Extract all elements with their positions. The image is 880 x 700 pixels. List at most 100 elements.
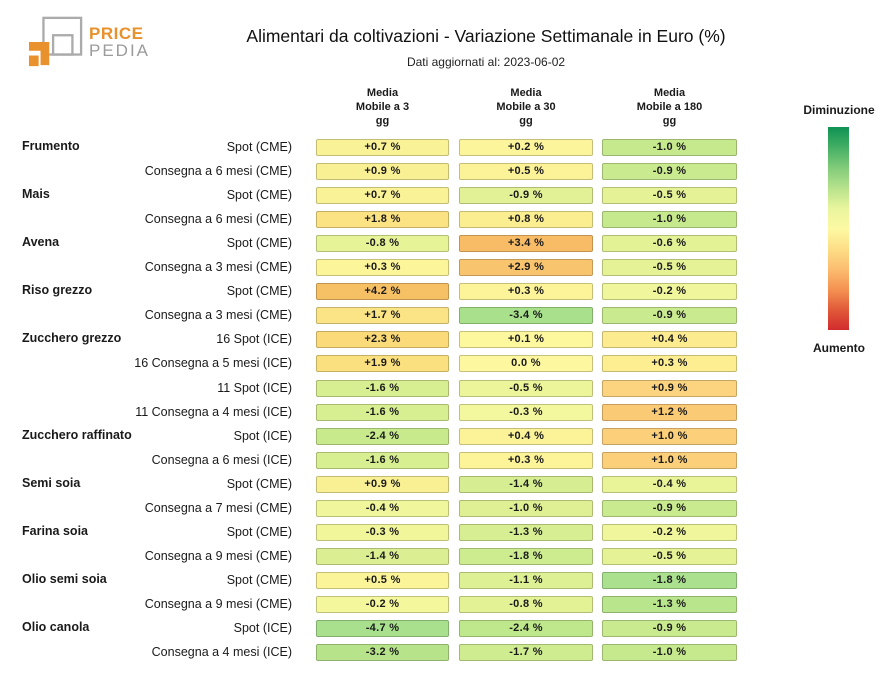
heatmap-cell: +0.9 % — [316, 163, 449, 180]
heatmap-cell: -0.4 % — [316, 500, 449, 517]
heatmap-cell: -0.8 % — [316, 235, 449, 252]
row-category-label: Frumento — [22, 139, 80, 153]
heatmap-cell: -0.2 % — [316, 596, 449, 613]
heatmap-cell: +0.4 % — [459, 428, 593, 445]
row-instrument-label: Consegna a 7 mesi (CME) — [144, 501, 292, 515]
table-row: Semi soia Spot (CME) +0.9 % -1.4 % -0.4 % — [0, 476, 880, 493]
row-instrument-label: 16 Consegna a 5 mesi (ICE) — [134, 356, 292, 370]
heatmap-cell: +1.8 % — [316, 211, 449, 228]
row-category-label: Zucchero grezzo — [22, 331, 122, 345]
table-row: Mais Spot (CME) +0.7 % -0.9 % -0.5 % — [0, 187, 880, 204]
heatmap-cell: -3.2 % — [316, 644, 449, 661]
legend-decrease-label: Diminuzione — [803, 103, 875, 117]
heatmap-cell: +0.1 % — [459, 331, 593, 348]
legend-gradient-bar — [828, 127, 849, 330]
column-header: Media Mobile a 180 gg — [636, 87, 703, 127]
heatmap-cell: +1.0 % — [602, 428, 737, 445]
heatmap-cell: +0.8 % — [459, 211, 593, 228]
row-instrument-label: Consegna a 9 mesi (CME) — [144, 597, 292, 611]
table-row: Riso grezzo Spot (CME) +4.2 % +0.3 % -0.2 % — [0, 283, 880, 300]
heatmap-cell: -2.4 % — [459, 620, 593, 637]
legend-increase-label: Aumento — [813, 341, 865, 355]
heatmap-cell: -0.3 % — [459, 404, 593, 421]
row-instrument-label: Consegna a 4 mesi (ICE) — [151, 645, 292, 659]
table-row: Frumento Spot (CME) +0.7 % +0.2 % -1.0 % — [0, 139, 880, 156]
heatmap-cell: -0.5 % — [602, 259, 737, 276]
logo-price-text: PRICE — [89, 24, 144, 43]
heatmap-cell: -1.8 % — [602, 572, 737, 589]
table-row: Consegna a 6 mesi (ICE) -1.6 % +0.3 % +1.0 … — [0, 452, 880, 469]
heatmap-cell: -1.0 % — [602, 644, 737, 661]
row-instrument-label: Spot (CME) — [226, 284, 292, 298]
row-instrument-label: 16 Spot (ICE) — [216, 332, 292, 346]
heatmap-cell: -1.6 % — [316, 404, 449, 421]
heatmap-cell: -0.9 % — [602, 163, 737, 180]
heatmap-cell: +0.2 % — [459, 139, 593, 156]
table-row: 16 Consegna a 5 mesi (ICE) +1.9 % 0.0 % +0.… — [0, 355, 880, 372]
heatmap-cell: -1.8 % — [459, 548, 593, 565]
heatmap-cell: -0.9 % — [459, 187, 593, 204]
table-row: Consegna a 7 mesi (CME) -0.4 % -1.0 % -0.9 … — [0, 500, 880, 517]
table-row: Zucchero raffinato Spot (ICE) -2.4 % +0.4 %… — [0, 428, 880, 445]
table-row: Consegna a 3 mesi (CME) +0.3 % +2.9 % -0.5 … — [0, 259, 880, 276]
heatmap-cell: +0.9 % — [602, 380, 737, 397]
table-row: Consegna a 4 mesi (ICE) -3.2 % -1.7 % -1.0 … — [0, 644, 880, 661]
row-category-label: Semi soia — [22, 476, 81, 490]
title-block: Alimentari da coltivazioni - Variazione … — [230, 26, 742, 69]
heatmap-cell: +2.9 % — [459, 259, 593, 276]
row-instrument-label: 11 Consegna a 4 mesi (ICE) — [135, 405, 292, 419]
row-category-label: Olio semi soia — [22, 572, 107, 586]
heatmap-cell: +3.4 % — [459, 235, 593, 252]
pricepedia-logo-text: PRICE PEDIA — [89, 25, 150, 59]
row-instrument-label: Consegna a 6 mesi (ICE) — [151, 453, 292, 467]
heatmap-cell: +2.3 % — [316, 331, 449, 348]
heatmap-cell: -0.5 % — [602, 187, 737, 204]
heatmap-cell: +0.7 % — [316, 187, 449, 204]
pricepedia-logo-icon — [28, 16, 83, 67]
page-subtitle: Dati aggiornati al: 2023-06-02 — [406, 55, 566, 69]
heatmap-cell: +0.3 % — [459, 283, 593, 300]
pricepedia-logo: PRICE PEDIA — [28, 14, 150, 70]
row-instrument-label: Spot (ICE) — [233, 429, 292, 443]
row-category-label: Zucchero raffinato — [22, 428, 132, 442]
logo-pedia-text: PEDIA — [89, 41, 151, 60]
row-instrument-label: Spot (CME) — [226, 188, 292, 202]
row-category-label: Mais — [22, 187, 50, 201]
table-row: 11 Consegna a 4 mesi (ICE) -1.6 % -0.3 % +1… — [0, 404, 880, 421]
heatmap-cell: -0.9 % — [602, 620, 737, 637]
heatmap-cell: -0.2 % — [602, 524, 737, 541]
heatmap-cell: -0.5 % — [459, 380, 593, 397]
table-row: Consegna a 6 mesi (CME) +0.9 % +0.5 % -0.9 … — [0, 163, 880, 180]
page-title: Alimentari da coltivazioni - Variazione … — [246, 26, 726, 46]
column-header: Media Mobile a 3 gg — [355, 87, 410, 127]
row-instrument-label: Spot (CME) — [226, 236, 292, 250]
heatmap-cell: -1.6 % — [316, 452, 449, 469]
row-category-label: Avena — [22, 235, 60, 249]
heatmap-cell: -3.4 % — [459, 307, 593, 324]
column-header: Media Mobile a 30 gg — [496, 87, 556, 127]
heatmap-cell: +1.9 % — [316, 355, 449, 372]
row-instrument-label: 11 Spot (ICE) — [217, 381, 292, 395]
heatmap-cell: -1.3 % — [459, 524, 593, 541]
row-instrument-label: Spot (ICE) — [233, 621, 292, 635]
heatmap-cell: +0.5 % — [316, 572, 449, 589]
heatmap-cell: +0.4 % — [602, 331, 737, 348]
heatmap-cell: -1.1 % — [459, 572, 593, 589]
table-row: Consegna a 3 mesi (CME) +1.7 % -3.4 % -0.9 … — [0, 307, 880, 324]
heatmap-cell: -0.2 % — [602, 283, 737, 300]
heatmap-cell: -1.0 % — [602, 139, 737, 156]
heatmap-cell: -1.6 % — [316, 380, 449, 397]
heatmap-cell: -1.3 % — [602, 596, 737, 613]
heatmap-cell: -1.7 % — [459, 644, 593, 661]
heatmap-cell: -1.0 % — [602, 211, 737, 228]
table-row: Zucchero grezzo 16 Spot (ICE) +2.3 % +0.1 %… — [0, 331, 880, 348]
table-row: Farina soia Spot (CME) -0.3 % -1.3 % -0.2 % — [0, 524, 880, 541]
row-instrument-label: Spot (CME) — [226, 525, 292, 539]
heatmap-cell: +1.0 % — [602, 452, 737, 469]
row-instrument-label: Spot (CME) — [226, 573, 292, 587]
heatmap-cell: -0.8 % — [459, 596, 593, 613]
heatmap-cell: -0.4 % — [602, 476, 737, 493]
heatmap-cell: +0.3 % — [459, 452, 593, 469]
row-category-label: Riso grezzo — [22, 283, 93, 297]
